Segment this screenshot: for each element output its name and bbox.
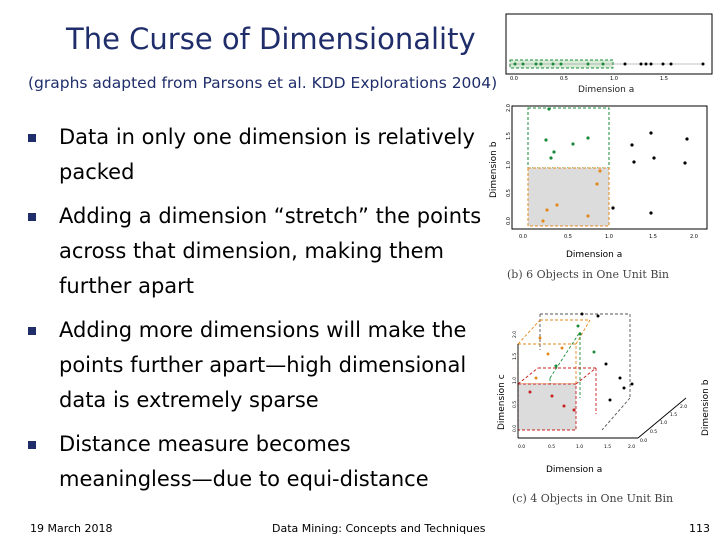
- square-bullet-icon: [28, 213, 36, 221]
- bullet-text: Adding a dimension “stretch” the points …: [59, 204, 482, 298]
- figure-3d-plot: 0.0 0.5 1.0 1.5 2.0 0.0 0.5 1.0 1.5 2.0 …: [497, 312, 711, 505]
- fig-c-zlabel: Dimension b: [701, 379, 711, 436]
- fig-b-xtick: 2.0: [690, 234, 698, 240]
- fig-c-xtick: 1.0: [576, 444, 583, 450]
- bullet-text: Data in only one dimension is relatively…: [59, 125, 475, 184]
- fig-c-ytick: 1.5: [512, 353, 518, 360]
- fig-c-ztick: 2.0: [680, 404, 687, 410]
- bullet-list: Data in only one dimension is relatively…: [28, 120, 488, 506]
- fig-c-ztick: 0.5: [650, 429, 657, 435]
- fig-b-ytick: 1.0: [506, 161, 512, 169]
- bullet-item: Adding more dimensions will make the poi…: [28, 313, 488, 418]
- figure-2d-plot: 0.0 0.5 1.0 1.5 2.0 0.0 0.5 1.0 1.5 2.0 …: [489, 104, 708, 281]
- fig-b-ytick: 2.0: [506, 104, 512, 112]
- fig-c-ytick: 2.0: [512, 331, 518, 338]
- fig-b-xtick: 0.5: [564, 234, 572, 240]
- square-bullet-icon: [28, 441, 36, 449]
- figure-1d-plot: 0.0 0.5 1.0 1.5 Dimension a: [505, 13, 713, 95]
- fig-a-tick: 0.5: [560, 76, 568, 82]
- fig-b-xtick: 1.5: [649, 234, 657, 240]
- fig-b-xtick: 0.0: [519, 234, 527, 240]
- page-title: The Curse of Dimensionality: [66, 22, 476, 56]
- fig-c-ztick: 0.0: [640, 438, 647, 444]
- fig-c-ylabel: Dimension c: [497, 374, 507, 430]
- fig-a-tick: 1.0: [610, 76, 618, 82]
- footer-page-number: 113: [689, 522, 710, 535]
- bullet-item: Distance measure becomes meaningless—due…: [28, 427, 488, 497]
- square-bullet-icon: [28, 327, 36, 335]
- fig-c-xlabel: Dimension a: [546, 465, 602, 475]
- bullet-item: Data in only one dimension is relatively…: [28, 120, 488, 190]
- fig-b-ytick: 0.0: [506, 217, 512, 225]
- fig-a-tick: 1.5: [660, 76, 668, 82]
- fig-a-tick: 0.0: [510, 76, 518, 82]
- fig-c-ytick: 1.0: [512, 377, 518, 384]
- square-bullet-icon: [28, 134, 36, 142]
- fig-c-ztick: 1.0: [660, 420, 667, 426]
- bullet-item: Adding a dimension “stretch” the points …: [28, 199, 488, 304]
- fig-b-ylabel: Dimension b: [489, 141, 499, 198]
- fig-b-xtick: 1.0: [605, 234, 613, 240]
- fig-c-caption: (c) 4 Objects in One Unit Bin: [512, 492, 673, 505]
- fig-c-ytick: 0.5: [512, 401, 518, 408]
- fig-b-xlabel: Dimension a: [566, 250, 622, 260]
- footer-date: 19 March 2018: [30, 522, 113, 535]
- bullet-text: Adding more dimensions will make the poi…: [59, 318, 467, 412]
- fig-b-ytick: 1.5: [506, 132, 512, 140]
- fig-c-xtick: 0.0: [518, 444, 525, 450]
- fig-c-xtick: 2.0: [628, 444, 635, 450]
- fig-a-xlabel: Dimension a: [578, 85, 634, 95]
- fig-c-ytick: 0.0: [512, 425, 518, 432]
- fig-c-ztick: 1.5: [670, 412, 677, 418]
- fig-b-caption: (b) 6 Objects in One Unit Bin: [507, 268, 669, 281]
- bullet-text: Distance measure becomes meaningless—due…: [59, 432, 429, 491]
- fig-b-ytick: 0.5: [506, 189, 512, 197]
- footer-course: Data Mining: Concepts and Techniques: [272, 522, 486, 535]
- fig-c-xtick: 1.5: [604, 444, 611, 450]
- fig-c-xtick: 0.5: [548, 444, 555, 450]
- page-subtitle: (graphs adapted from Parsons et al. KDD …: [28, 74, 498, 92]
